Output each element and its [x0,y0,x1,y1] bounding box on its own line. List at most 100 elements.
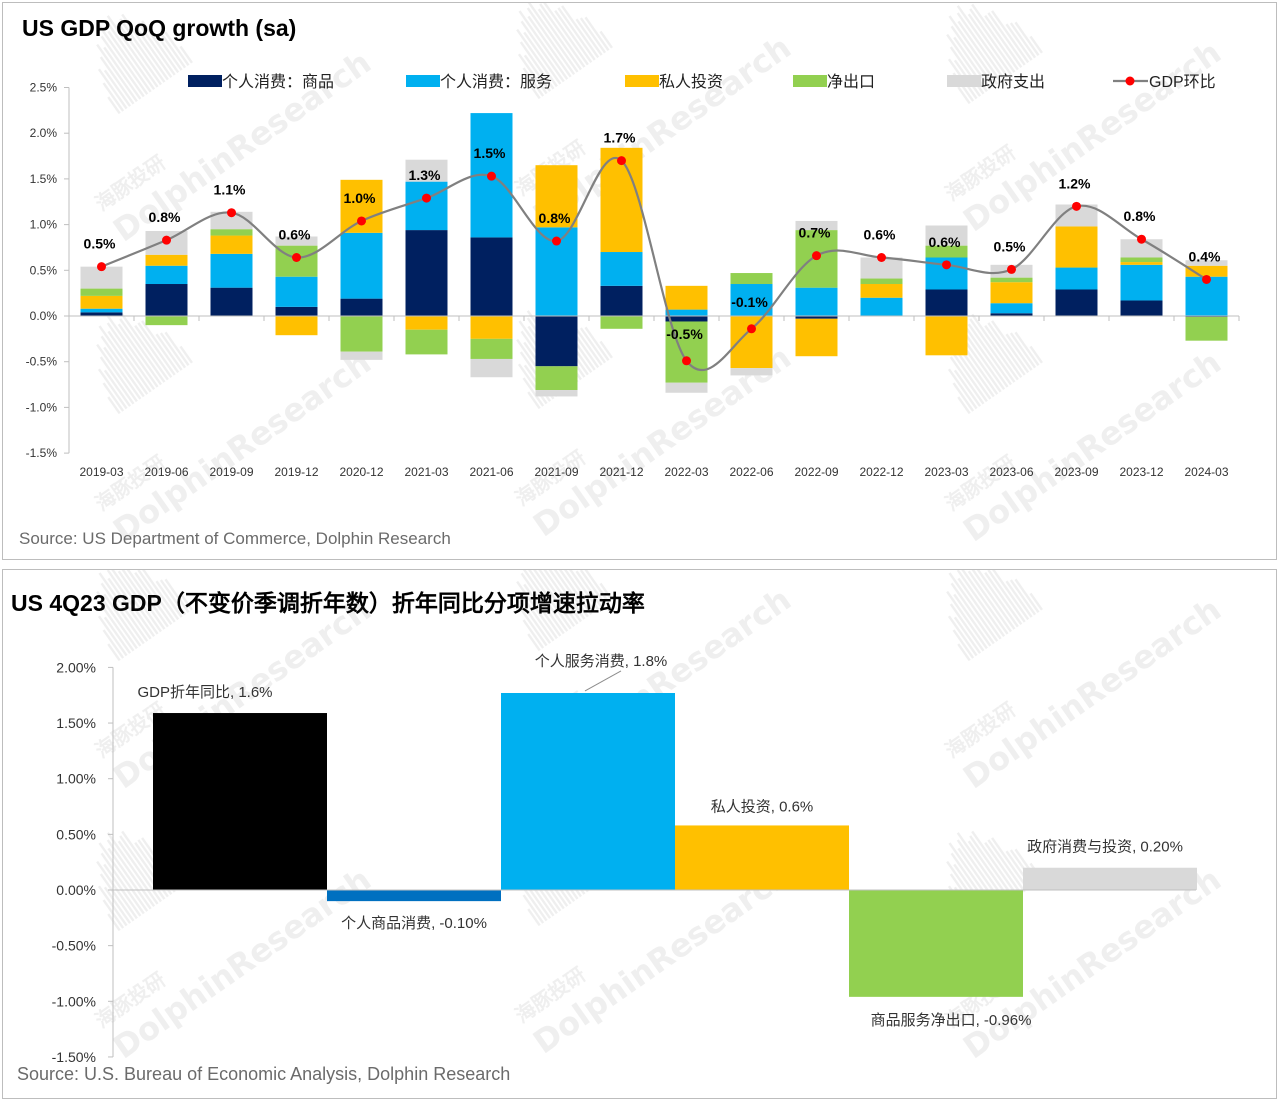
bar-goods [80,312,123,316]
legend-label: 净出口 [827,73,875,91]
legend-label: 私人投资 [659,73,723,91]
chart-title: US GDP QoQ growth (sa) [22,15,297,41]
bar-net_exports [145,316,188,326]
contribution-bar [849,890,1023,997]
contribution-bar [327,890,501,902]
legend-swatch-net_exports [793,75,827,87]
y-tick-label: 0.50% [56,826,96,842]
legend-label: 个人消费：服务 [440,73,552,91]
gdp-point-label: 0.5% [994,238,1026,254]
watermark-stripe [957,86,971,105]
watermark-stripe [103,346,142,400]
watermark-stripe [957,577,1002,640]
watermark-stripe [526,7,576,76]
watermark-stripe [179,592,193,611]
watermark-stripe [957,643,971,662]
chart-source: Source: U.S. Bureau of Economic Analysis… [17,1064,511,1084]
watermark-stripe [1005,23,1033,61]
watermark-stripe [523,54,552,92]
watermark-stripe [539,3,586,68]
watermark-stripe [575,570,603,608]
bar-government [340,351,383,360]
watermark-stripe [967,13,1012,76]
bar-investment [860,284,903,298]
watermark-stripe [991,570,1030,621]
y-tick-label: -1.00% [52,993,96,1009]
watermark-stripe [527,391,541,410]
watermark-stripe [141,570,180,621]
contribution-bar-chart: 海豚投研DolphinResearch海豚投研DolphinResearch海豚… [52,570,1228,1066]
watermark-stripe [953,36,992,90]
bar-investment [1120,262,1163,265]
bar-services [1055,267,1098,290]
watermark-stripe [956,12,1006,81]
x-tick-label: 2021-12 [599,465,643,479]
watermark-stripe [100,852,145,915]
bar-services [730,284,773,316]
gdp-point [292,253,301,263]
watermark-stripe [584,326,610,361]
bar-services [1120,264,1163,301]
watermark-stripe [96,590,138,650]
bar-services [405,181,448,231]
bar-goods [340,298,383,316]
watermark-stripe [537,570,582,623]
bar-government [925,225,968,246]
bar-net_exports [340,316,383,352]
y-tick-label: 1.00% [56,771,96,787]
gdp-point-label: -0.1% [731,294,768,310]
bar-services [210,253,253,288]
watermark-stripe [953,593,992,647]
watermark-stripe [106,832,159,905]
watermark-stripe [103,69,132,107]
watermark-stripe [946,590,988,650]
watermark-stripe [516,580,558,640]
watermark-stripe [987,570,1026,623]
bar-investment [405,316,448,330]
watermark-stripe [971,313,1019,381]
gdp-point-label: 0.8% [539,210,571,226]
bar-goods [275,306,318,316]
watermark-stripe [956,832,1009,905]
watermark-stripe [107,30,152,93]
watermark-stripe [103,369,132,407]
watermark-stripe [575,18,603,56]
bar-investment [1185,265,1228,277]
watermark-stripe [134,572,173,625]
contribution-bar [501,692,675,890]
watermark-stripe [584,16,610,51]
watermark-stripe [96,343,138,403]
bar-net_exports [860,278,903,285]
bar-goods [795,316,838,319]
bar-data-label: 政府消费与投资, 0.20% [1027,839,1183,856]
watermark-stripe [969,835,1016,900]
x-tick-label: 2019-03 [79,465,123,479]
watermark-stripe [121,13,169,81]
gdp-point [552,236,561,246]
watermark-stripe [103,616,132,654]
gdp-point-label: 0.5% [84,236,116,252]
watermark-stripe [1005,333,1033,371]
watermark-stripe [967,323,1012,386]
watermark-stripe [526,570,579,625]
watermark-stripe [107,913,121,932]
watermark-stripe [106,315,159,388]
gdp-point-label: -0.5% [666,326,703,342]
watermark-stripe [949,46,985,95]
watermark-stripe [948,572,999,642]
legend-marker [1125,76,1135,86]
watermark-stripe [561,5,600,59]
bar-government [1055,204,1098,227]
watermark-stripe [957,396,971,415]
watermark-stripe [516,28,558,88]
y-tick-label: 0.5% [30,263,58,277]
gdp-point-label: 1.7% [604,130,636,146]
watermark-stripe [164,331,190,366]
watermark-stripe [137,570,176,623]
contribution-bar [1023,867,1197,890]
y-tick-label: 2.00% [56,659,96,675]
watermark-stripe [523,881,552,919]
watermark-stripe [952,629,975,659]
watermark-stripe [518,10,569,80]
bar-services [600,252,643,286]
